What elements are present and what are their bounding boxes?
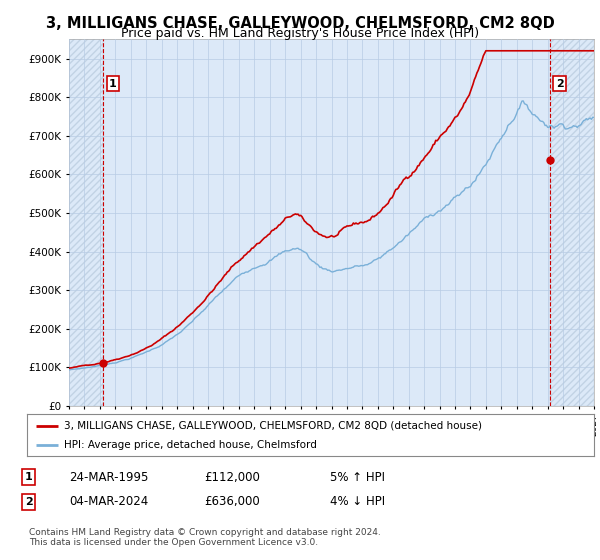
Text: 2: 2 bbox=[556, 78, 563, 88]
Text: 2: 2 bbox=[25, 497, 32, 507]
Text: Price paid vs. HM Land Registry's House Price Index (HPI): Price paid vs. HM Land Registry's House … bbox=[121, 27, 479, 40]
Text: £636,000: £636,000 bbox=[204, 495, 260, 508]
Text: HPI: Average price, detached house, Chelmsford: HPI: Average price, detached house, Chel… bbox=[64, 440, 317, 450]
Text: 04-MAR-2024: 04-MAR-2024 bbox=[69, 495, 148, 508]
Text: 5% ↑ HPI: 5% ↑ HPI bbox=[330, 470, 385, 484]
Text: 3, MILLIGANS CHASE, GALLEYWOOD, CHELMSFORD, CM2 8QD: 3, MILLIGANS CHASE, GALLEYWOOD, CHELMSFO… bbox=[46, 16, 554, 31]
Text: Contains HM Land Registry data © Crown copyright and database right 2024.
This d: Contains HM Land Registry data © Crown c… bbox=[29, 528, 380, 547]
Text: 1: 1 bbox=[109, 78, 116, 88]
Text: 24-MAR-1995: 24-MAR-1995 bbox=[69, 470, 148, 484]
Text: 1: 1 bbox=[25, 472, 32, 482]
Text: 3, MILLIGANS CHASE, GALLEYWOOD, CHELMSFORD, CM2 8QD (detached house): 3, MILLIGANS CHASE, GALLEYWOOD, CHELMSFO… bbox=[64, 421, 482, 431]
Text: 4% ↓ HPI: 4% ↓ HPI bbox=[330, 495, 385, 508]
Text: £112,000: £112,000 bbox=[204, 470, 260, 484]
